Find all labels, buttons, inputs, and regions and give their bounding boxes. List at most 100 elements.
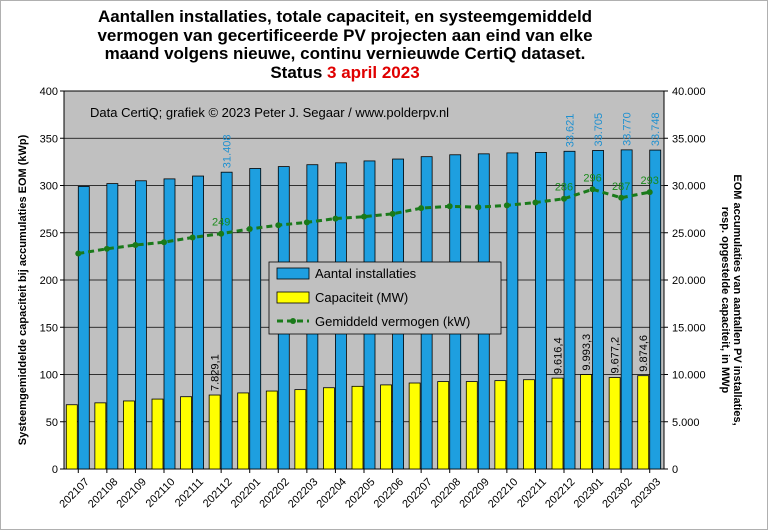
x-tick-label: 202107 [57, 476, 91, 510]
installaties-data-label: 33.621 [565, 114, 577, 148]
gemiddeld-point [561, 195, 567, 202]
gemiddeld-point [189, 234, 196, 241]
left-axis-label: Systeemgemiddelde capaciteit bij accumul… [17, 134, 29, 445]
bar-capaciteit [380, 384, 392, 470]
right-tick-label: 35.000 [672, 133, 706, 145]
bar-capaciteit [465, 381, 478, 470]
bar-capaciteit [180, 396, 192, 470]
bar-capaciteit [94, 402, 107, 470]
gemiddeld-point [475, 204, 482, 211]
legend-swatch-installaties [276, 267, 310, 280]
bar-installaties [535, 152, 547, 470]
installaties-data-label: 31.408 [222, 135, 234, 169]
status-prefix: Status [270, 62, 328, 82]
gemiddeld-point [389, 210, 396, 217]
gemiddeld-point [361, 213, 367, 220]
left-tick-label: 300 [40, 181, 58, 193]
x-tick-label: 202109 [115, 476, 149, 510]
bar-installaties [192, 175, 204, 470]
legend-label-capaciteit: Capaciteit (MW) [315, 290, 408, 305]
right-tick-label: 30.000 [672, 181, 706, 193]
left-tick-label: 350 [40, 133, 58, 145]
title-line-2: vermogen van gecertificeerde PV projecte… [97, 25, 593, 45]
installaties-data-label: 33.770 [622, 112, 634, 146]
gemiddeld-point [532, 199, 539, 206]
bar-capaciteit [323, 387, 335, 470]
capaciteit-data-label: 9.616,4 [553, 337, 565, 374]
x-tick-label: 202112 [201, 476, 235, 510]
x-tick-label: 202303 [629, 476, 663, 510]
gemiddeld-point [246, 225, 253, 232]
legend-swatch-gemiddeld-point [290, 318, 296, 324]
x-tick-label: 202207 [400, 476, 434, 510]
gemiddeld-point [103, 245, 110, 252]
x-tick-label: 202108 [86, 476, 120, 510]
chart-title: Aantallen installaties, totale capacitei… [0, 7, 690, 83]
gemiddeld-point [589, 186, 596, 193]
bar-installaties [506, 152, 519, 470]
gemiddeld-point [418, 205, 425, 212]
x-tick-label: 202110 [144, 476, 178, 510]
left-tick-label: 100 [40, 370, 58, 382]
x-tick-label: 202208 [429, 476, 463, 510]
bar-capaciteit [65, 404, 78, 470]
left-tick-label: 400 [40, 86, 58, 98]
bar-capaciteit [408, 382, 421, 470]
x-tick-label: 202203 [286, 476, 320, 510]
bar-installaties [249, 168, 262, 470]
right-tick-label: 20.000 [672, 275, 706, 287]
bar-capaciteit [608, 377, 621, 470]
installaties-data-label: 33.705 [593, 113, 605, 147]
bar-installaties [135, 180, 147, 470]
bar-capaciteit [494, 380, 507, 470]
x-tick-label: 202204 [315, 476, 349, 510]
bar-capaciteit [123, 400, 135, 470]
bar-installaties [620, 149, 633, 470]
left-tick-label: 0 [52, 464, 58, 476]
x-tick-label: 202302 [600, 476, 634, 510]
gemiddeld-data-label: 293 [641, 175, 659, 187]
bar-capaciteit [637, 375, 650, 470]
left-tick-label: 150 [40, 322, 58, 334]
bar-capaciteit [580, 374, 592, 470]
x-tick-label: 202210 [486, 476, 520, 510]
bar-capaciteit [523, 379, 535, 470]
legend-label-gemiddeld: Gemiddeld vermogen (kW) [315, 314, 470, 329]
status-date: 3 april 2023 [327, 62, 420, 82]
bar-capaciteit [151, 398, 164, 470]
gemiddeld-point [332, 215, 339, 222]
bar-capaciteit [437, 381, 450, 470]
left-tick-label: 200 [40, 275, 58, 287]
right-tick-label: 0 [672, 464, 678, 476]
title-line-3: maand volgens nieuwe, continu vernieuwde… [104, 44, 586, 63]
gemiddeld-data-label: 287 [612, 181, 630, 193]
x-tick-label: 202301 [572, 476, 606, 510]
bar-capaciteit [551, 377, 564, 470]
x-tick-label: 202211 [515, 476, 549, 510]
bar-capaciteit [208, 394, 221, 470]
gemiddeld-point [218, 230, 225, 237]
gemiddeld-point [446, 203, 453, 210]
right-tick-label: 40.000 [672, 86, 706, 98]
bar-installaties [220, 171, 233, 470]
bar-installaties [77, 186, 90, 470]
title-status: Status 3 april 2023 [0, 62, 690, 83]
x-tick-label: 202202 [257, 476, 291, 510]
right-axis-label-line-2: resp. opgestelde capaciteit, in MWp [719, 207, 731, 394]
bar-capaciteit [265, 390, 278, 470]
bar-capaciteit [351, 385, 364, 470]
capaciteit-data-label: 7.829,1 [210, 354, 222, 391]
right-tick-label: 5.000 [672, 417, 700, 429]
bar-installaties [163, 178, 176, 470]
gemiddeld-point [303, 219, 310, 226]
gemiddeld-point [275, 222, 282, 229]
title-line-1: Aantallen installaties, totale capacitei… [97, 7, 593, 26]
x-tick-label: 202206 [372, 476, 406, 510]
bar-installaties [563, 150, 576, 470]
capaciteit-data-label: 9.874,6 [638, 335, 650, 372]
x-tick-label: 202212 [543, 476, 577, 510]
bar-installaties [649, 149, 662, 470]
bar-installaties [592, 150, 604, 470]
legend-swatch-capaciteit [276, 291, 310, 304]
